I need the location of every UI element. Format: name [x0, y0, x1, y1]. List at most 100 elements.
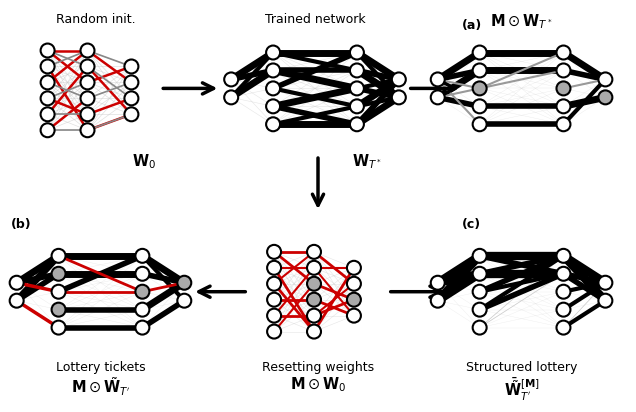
Circle shape	[598, 276, 612, 290]
Circle shape	[307, 309, 321, 323]
Text: Structured lottery: Structured lottery	[466, 361, 577, 375]
Circle shape	[177, 294, 191, 308]
Circle shape	[392, 73, 406, 87]
Circle shape	[431, 73, 445, 87]
Circle shape	[473, 117, 487, 131]
Circle shape	[81, 75, 95, 89]
Circle shape	[473, 99, 487, 113]
Circle shape	[556, 249, 570, 263]
Circle shape	[556, 321, 570, 335]
Circle shape	[225, 73, 238, 87]
Circle shape	[267, 277, 281, 291]
Circle shape	[598, 73, 612, 87]
Circle shape	[81, 44, 95, 58]
Circle shape	[350, 82, 364, 95]
Circle shape	[10, 294, 24, 308]
Circle shape	[125, 75, 139, 89]
Circle shape	[135, 285, 149, 299]
Circle shape	[41, 75, 55, 89]
Circle shape	[81, 91, 95, 105]
Circle shape	[52, 321, 66, 335]
Circle shape	[556, 46, 570, 59]
Text: $\bar{\tilde{\mathbf{W}}}_{T^\prime}^{[\mathbf{M}]}$: $\bar{\tilde{\mathbf{W}}}_{T^\prime}^{[\…	[504, 375, 539, 403]
Circle shape	[266, 99, 280, 113]
Circle shape	[41, 91, 55, 105]
Text: (c): (c)	[462, 218, 481, 231]
Circle shape	[267, 293, 281, 307]
Circle shape	[267, 245, 281, 259]
Text: $\mathbf{M} \odot \tilde{\mathbf{W}}_{T^\prime}$: $\mathbf{M} \odot \tilde{\mathbf{W}}_{T^…	[71, 375, 130, 398]
Circle shape	[81, 123, 95, 137]
Circle shape	[556, 285, 570, 299]
Circle shape	[52, 267, 66, 281]
Circle shape	[41, 44, 55, 58]
Circle shape	[556, 63, 570, 77]
Circle shape	[41, 108, 55, 121]
Circle shape	[347, 277, 361, 291]
Circle shape	[225, 90, 238, 104]
Text: $\mathbf{W}_{T^*}$: $\mathbf{W}_{T^*}$	[352, 152, 382, 171]
Circle shape	[81, 108, 95, 121]
Circle shape	[473, 321, 487, 335]
Text: $\mathbf{W}_0$: $\mathbf{W}_0$	[132, 152, 156, 171]
Circle shape	[266, 46, 280, 59]
Circle shape	[52, 249, 66, 263]
Circle shape	[267, 261, 281, 275]
Circle shape	[473, 82, 487, 95]
Circle shape	[473, 267, 487, 281]
Circle shape	[431, 276, 445, 290]
Circle shape	[81, 59, 95, 73]
Circle shape	[347, 261, 361, 275]
Circle shape	[125, 59, 139, 73]
Circle shape	[267, 325, 281, 339]
Circle shape	[307, 277, 321, 291]
Text: $\mathbf{M} \odot \mathbf{W}_0$: $\mathbf{M} \odot \mathbf{W}_0$	[290, 375, 346, 394]
Circle shape	[266, 82, 280, 95]
Circle shape	[556, 82, 570, 95]
Circle shape	[473, 303, 487, 317]
Text: Lottery tickets: Lottery tickets	[56, 361, 145, 375]
Circle shape	[473, 63, 487, 77]
Circle shape	[347, 309, 361, 323]
Text: (a): (a)	[462, 19, 482, 32]
Circle shape	[431, 294, 445, 308]
Text: (b): (b)	[11, 218, 31, 231]
Circle shape	[266, 117, 280, 131]
Circle shape	[307, 325, 321, 339]
Circle shape	[135, 249, 149, 263]
Circle shape	[392, 90, 406, 104]
Circle shape	[473, 249, 487, 263]
Text: $\mathbf{M} \odot \mathbf{W}_{T^*}$: $\mathbf{M} \odot \mathbf{W}_{T^*}$	[490, 13, 553, 31]
Circle shape	[135, 267, 149, 281]
Circle shape	[556, 303, 570, 317]
Circle shape	[307, 261, 321, 275]
Circle shape	[556, 267, 570, 281]
Circle shape	[10, 276, 24, 290]
Text: Resetting weights: Resetting weights	[262, 361, 374, 375]
Circle shape	[556, 117, 570, 131]
Circle shape	[473, 285, 487, 299]
Circle shape	[431, 90, 445, 104]
Circle shape	[135, 321, 149, 335]
Circle shape	[307, 293, 321, 307]
Circle shape	[177, 276, 191, 290]
Circle shape	[125, 91, 139, 105]
Circle shape	[556, 99, 570, 113]
Circle shape	[350, 46, 364, 59]
Circle shape	[125, 108, 139, 121]
Circle shape	[41, 59, 55, 73]
Circle shape	[350, 63, 364, 77]
Circle shape	[52, 303, 66, 317]
Circle shape	[266, 63, 280, 77]
Circle shape	[598, 294, 612, 308]
Circle shape	[41, 123, 55, 137]
Circle shape	[135, 303, 149, 317]
Text: Trained network: Trained network	[265, 13, 365, 26]
Circle shape	[52, 285, 66, 299]
Circle shape	[598, 90, 612, 104]
Circle shape	[473, 46, 487, 59]
Circle shape	[350, 99, 364, 113]
Text: Random init.: Random init.	[56, 13, 135, 26]
Circle shape	[267, 309, 281, 323]
Circle shape	[347, 293, 361, 307]
